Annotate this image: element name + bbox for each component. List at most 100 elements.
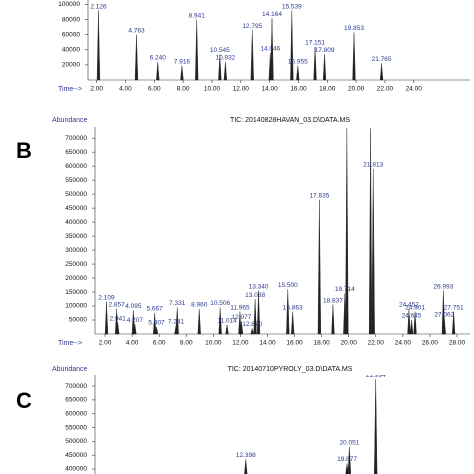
peak xyxy=(322,54,327,81)
peak xyxy=(239,321,244,335)
peak-label: 19.877 xyxy=(337,456,357,463)
peak xyxy=(133,324,137,335)
chart-title: TIC: 20140710PYROLY_03.D\DATA.MS xyxy=(228,366,353,373)
peak-label: 15.955 xyxy=(288,58,308,65)
peak xyxy=(116,322,120,335)
peak xyxy=(368,128,373,335)
peak-label: 19.853 xyxy=(344,25,364,32)
peak xyxy=(352,32,356,81)
peak-label: 6.240 xyxy=(150,55,167,62)
peak xyxy=(379,63,384,81)
peak-label: 24.452 xyxy=(399,302,419,309)
peak-label: 10.932 xyxy=(215,55,235,62)
peak-label: 4.095 xyxy=(125,303,142,310)
y-tick-label: 400000 xyxy=(65,466,87,473)
peak xyxy=(225,324,229,335)
peak-label: 15.500 xyxy=(278,282,298,289)
peak-label: 2.857 xyxy=(108,302,125,309)
peak xyxy=(218,54,222,81)
y-tick-label: 500000 xyxy=(65,438,87,445)
peak xyxy=(250,30,254,81)
y-tick-label: 150000 xyxy=(65,289,87,296)
chart-title: TIC: 20140828HAVAN_03.D\DATA.MS xyxy=(230,117,350,124)
y-tick-label: 450000 xyxy=(65,205,87,212)
x-tick-label: 22.00 xyxy=(368,340,385,347)
peak-label: 26.993 xyxy=(433,283,453,290)
y-tick-label: 500000 xyxy=(65,191,87,198)
panel: 20000 40000 60000 80000 100000 2.00 4.00 6.00 8.… xyxy=(58,0,470,93)
y-tick-label: 300000 xyxy=(65,247,87,254)
peak-label: 18.837 xyxy=(323,297,343,304)
y-tick-label: 80000 xyxy=(62,16,80,23)
y-axis-label: Abundance xyxy=(52,117,88,124)
y-tick-label: 100000 xyxy=(65,303,87,310)
x-tick-label: 12.00 xyxy=(233,86,250,93)
y-tick-label: 550000 xyxy=(65,177,87,184)
peak xyxy=(331,304,335,335)
x-tick-label: 4.00 xyxy=(119,86,132,93)
y-tick-label: 650000 xyxy=(65,397,87,404)
x-tick-label: 20.00 xyxy=(348,86,365,93)
peak xyxy=(313,46,317,81)
y-tick-label: 700000 xyxy=(65,135,87,142)
peak-label: 12.398 xyxy=(236,452,256,459)
x-tick-label: 6.00 xyxy=(148,86,161,93)
x-tick-label: 8.00 xyxy=(180,340,193,347)
peak xyxy=(290,10,294,81)
peak xyxy=(96,10,101,81)
x-tick-label: 14.00 xyxy=(259,340,276,347)
x-axis-label: Time--> xyxy=(58,340,82,347)
peak-label: 8.960 xyxy=(191,302,208,309)
peak-label: 12.795 xyxy=(242,23,262,30)
peak xyxy=(195,19,199,81)
peak-label: 24.901 xyxy=(405,304,425,311)
x-tick-label: 28.00 xyxy=(449,340,466,347)
y-tick-label: 100000 xyxy=(58,1,80,8)
y-tick-label: 450000 xyxy=(65,452,87,459)
x-tick-label: 20.00 xyxy=(341,340,358,347)
peak xyxy=(154,326,159,335)
peak-label: 7.241 xyxy=(168,318,185,325)
peak-label: 12.077 xyxy=(231,314,251,321)
panel: B TIC: 20140828HAVAN_03.D\DATA.MS Abundanc… xyxy=(16,117,470,347)
peak-label: 13.088 xyxy=(245,292,265,299)
x-tick-label: 14.00 xyxy=(261,86,278,93)
peak-label: 27.751 xyxy=(444,304,464,311)
x-tick-label: 10.00 xyxy=(204,86,221,93)
peak-label: 14.164 xyxy=(262,11,282,18)
peak xyxy=(175,307,179,335)
peak-label: 4.207 xyxy=(127,317,144,324)
peak-label: 4.763 xyxy=(128,27,145,34)
peak-label: 17.835 xyxy=(309,192,329,199)
y-tick-label: 600000 xyxy=(65,163,87,170)
x-tick-label: 24.00 xyxy=(406,86,423,93)
y-tick-label: 20000 xyxy=(62,62,80,69)
peak-label: 2.109 xyxy=(98,295,115,302)
peak xyxy=(407,308,411,335)
peak xyxy=(180,65,184,81)
x-tick-label: 16.00 xyxy=(286,340,303,347)
y-tick-label: 200000 xyxy=(65,275,87,282)
peak xyxy=(104,301,109,335)
peak xyxy=(134,34,139,81)
y-tick-label: 650000 xyxy=(65,149,87,156)
x-tick-label: 2.00 xyxy=(90,86,103,93)
x-tick-label: 26.00 xyxy=(422,340,439,347)
peak-label: 5.667 xyxy=(147,306,164,313)
peak-label: 21.994 xyxy=(366,372,386,379)
peak xyxy=(156,61,160,81)
peak-label: 2.126 xyxy=(90,3,107,10)
peak xyxy=(291,311,295,335)
peak xyxy=(374,379,378,474)
peak xyxy=(223,61,228,81)
peak-label: 24.645 xyxy=(402,313,422,320)
peak-label: 19.864 xyxy=(337,121,357,128)
peak-label: 17.151 xyxy=(305,40,325,47)
peak-label: 17.809 xyxy=(315,47,335,54)
peak-label: 21.765 xyxy=(372,56,392,63)
x-tick-label: 12.00 xyxy=(232,340,249,347)
peak xyxy=(256,290,261,335)
peak-label: 11.014 xyxy=(217,317,237,324)
x-tick-label: 4.00 xyxy=(126,340,139,347)
